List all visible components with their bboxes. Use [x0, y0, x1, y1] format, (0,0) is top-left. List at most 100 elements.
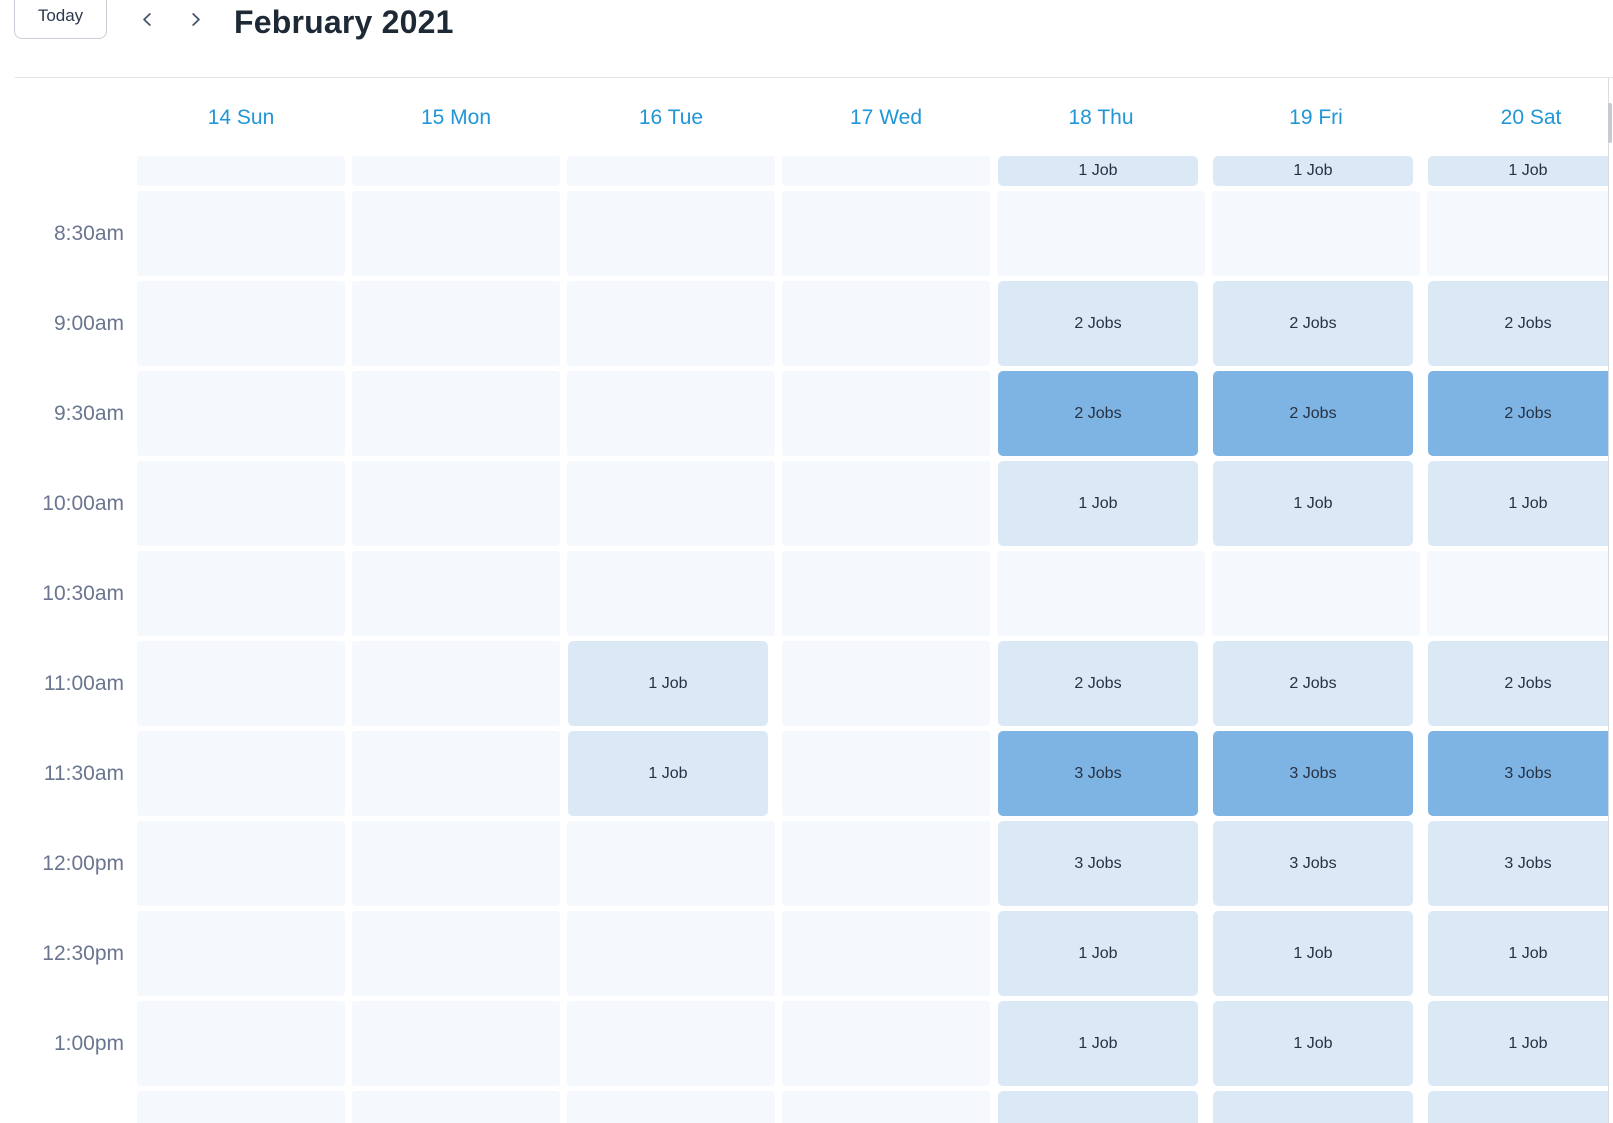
job-count-badge[interactable]: 3 Jobs — [998, 821, 1198, 906]
job-count-badge[interactable]: 1 Job — [998, 911, 1198, 996]
job-count-badge[interactable]: 1 Job — [1213, 1001, 1413, 1086]
job-count-badge[interactable] — [1428, 1091, 1608, 1123]
job-count-badge[interactable]: 3 Jobs — [1213, 821, 1413, 906]
job-count-badge[interactable]: 2 Jobs — [998, 641, 1198, 726]
job-count-badge[interactable]: 1 Job — [998, 1001, 1198, 1086]
calendar-cell[interactable] — [137, 371, 345, 456]
calendar-cell[interactable] — [567, 551, 775, 636]
calendar-cell[interactable] — [782, 551, 990, 636]
calendar-cell[interactable] — [137, 911, 345, 996]
calendar-cell[interactable] — [137, 281, 345, 366]
calendar-cell[interactable] — [352, 461, 560, 546]
calendar-cell[interactable] — [782, 1091, 990, 1123]
job-count-badge[interactable]: 1 Job — [1213, 911, 1413, 996]
scrollbar-track — [1608, 78, 1609, 1123]
prev-week-button[interactable] — [133, 5, 161, 33]
time-label: 10:30am — [42, 581, 124, 605]
calendar-cell[interactable] — [137, 551, 345, 636]
calendar-cell[interactable] — [567, 191, 775, 276]
calendar-cell[interactable] — [137, 1001, 345, 1086]
calendar-cell[interactable] — [782, 461, 990, 546]
job-count-badge[interactable]: 3 Jobs — [998, 731, 1198, 816]
calendar-cell[interactable] — [567, 821, 775, 906]
job-count-badge[interactable]: 1 Job — [1213, 156, 1413, 186]
calendar-cell[interactable] — [997, 551, 1205, 636]
job-count-badge[interactable] — [1213, 1091, 1413, 1123]
calendar-cell[interactable] — [782, 731, 990, 816]
job-count-badge[interactable]: 2 Jobs — [1428, 371, 1608, 456]
calendar-cell[interactable] — [782, 911, 990, 996]
job-count-badge[interactable]: 2 Jobs — [1428, 281, 1608, 366]
job-count-badge[interactable]: 2 Jobs — [1213, 371, 1413, 456]
job-count-badge[interactable]: 1 Job — [998, 461, 1198, 546]
calendar-cell[interactable] — [1212, 191, 1420, 276]
calendar-cell[interactable] — [352, 371, 560, 456]
day-header-tue[interactable]: 16 Tue — [638, 106, 704, 129]
calendar-cell[interactable] — [352, 821, 560, 906]
job-count-badge[interactable]: 2 Jobs — [1213, 281, 1413, 366]
calendar-cell[interactable] — [782, 191, 990, 276]
calendar-cell[interactable] — [782, 371, 990, 456]
calendar-cell[interactable] — [567, 461, 775, 546]
calendar-cell[interactable] — [782, 821, 990, 906]
calendar-cell[interactable] — [567, 1091, 775, 1123]
calendar-cell[interactable] — [137, 641, 345, 726]
calendar-cell[interactable] — [782, 281, 990, 366]
calendar-cell[interactable] — [352, 156, 560, 186]
job-count-badge[interactable]: 1 Job — [1428, 461, 1608, 546]
job-count-badge[interactable]: 3 Jobs — [1428, 731, 1608, 816]
calendar-cell[interactable] — [567, 911, 775, 996]
calendar-cell[interactable] — [1212, 551, 1420, 636]
calendar-cell[interactable] — [567, 156, 775, 186]
job-count-badge[interactable]: 2 Jobs — [1428, 641, 1608, 726]
calendar-cell[interactable] — [352, 551, 560, 636]
calendar-cell[interactable] — [137, 461, 345, 546]
calendar-cell[interactable] — [782, 156, 990, 186]
job-count-badge[interactable]: 2 Jobs — [998, 281, 1198, 366]
calendar-cell[interactable] — [1427, 191, 1608, 276]
calendar-cell[interactable] — [352, 281, 560, 366]
calendar-cell[interactable] — [137, 191, 345, 276]
calendar-cell[interactable] — [137, 731, 345, 816]
job-count-badge[interactable]: 1 Job — [1428, 156, 1608, 186]
day-header-sat[interactable]: 20 Sat — [1500, 106, 1562, 129]
day-header-wed[interactable]: 17 Wed — [850, 106, 922, 129]
calendar-cell[interactable] — [1427, 551, 1608, 636]
calendar-cell[interactable] — [997, 191, 1205, 276]
calendar-cell[interactable] — [782, 641, 990, 726]
job-count-badge[interactable]: 1 Job — [568, 731, 768, 816]
calendar-cell[interactable] — [567, 1001, 775, 1086]
calendar-cell[interactable] — [137, 1091, 345, 1123]
day-header-sun[interactable]: 14 Sun — [207, 106, 275, 129]
calendar-cell[interactable] — [352, 1091, 560, 1123]
day-header-thu[interactable]: 18 Thu — [1068, 106, 1134, 129]
job-count-badge[interactable]: 3 Jobs — [1213, 731, 1413, 816]
calendar-cell[interactable] — [567, 281, 775, 366]
calendar-cell[interactable] — [137, 821, 345, 906]
today-button[interactable]: Today — [14, 0, 107, 39]
day-header-mon[interactable]: 15 Mon — [420, 106, 492, 129]
job-count-badge[interactable] — [998, 1091, 1198, 1123]
time-label: 12:00pm — [42, 851, 124, 875]
job-count-badge[interactable]: 1 Job — [998, 156, 1198, 186]
calendar-cell[interactable] — [352, 191, 560, 276]
job-count-badge[interactable]: 1 Job — [1213, 461, 1413, 546]
day-header-fri[interactable]: 19 Fri — [1289, 106, 1343, 129]
calendar-cell[interactable] — [352, 1001, 560, 1086]
schedule-grid: 1 Job 1 Job 1 Job 8:30am 9:00am 2 Jobs 2 Jobs 2… — [0, 152, 1608, 1123]
calendar-cell[interactable] — [352, 731, 560, 816]
calendar-cell[interactable] — [567, 371, 775, 456]
calendar-cell[interactable] — [352, 911, 560, 996]
calendar-cell[interactable] — [352, 641, 560, 726]
job-count-badge[interactable]: 3 Jobs — [1428, 821, 1608, 906]
job-count-badge[interactable]: 1 Job — [1428, 1001, 1608, 1086]
job-count-badge[interactable]: 2 Jobs — [998, 371, 1198, 456]
next-week-button[interactable] — [181, 5, 209, 33]
scrollbar-thumb[interactable] — [1608, 103, 1612, 143]
calendar-cell[interactable] — [137, 156, 345, 186]
calendar-cell[interactable] — [782, 1001, 990, 1086]
job-count-badge[interactable]: 1 Job — [568, 641, 768, 726]
time-label: 11:30am — [43, 761, 124, 785]
job-count-badge[interactable]: 1 Job — [1428, 911, 1608, 996]
job-count-badge[interactable]: 2 Jobs — [1213, 641, 1413, 726]
